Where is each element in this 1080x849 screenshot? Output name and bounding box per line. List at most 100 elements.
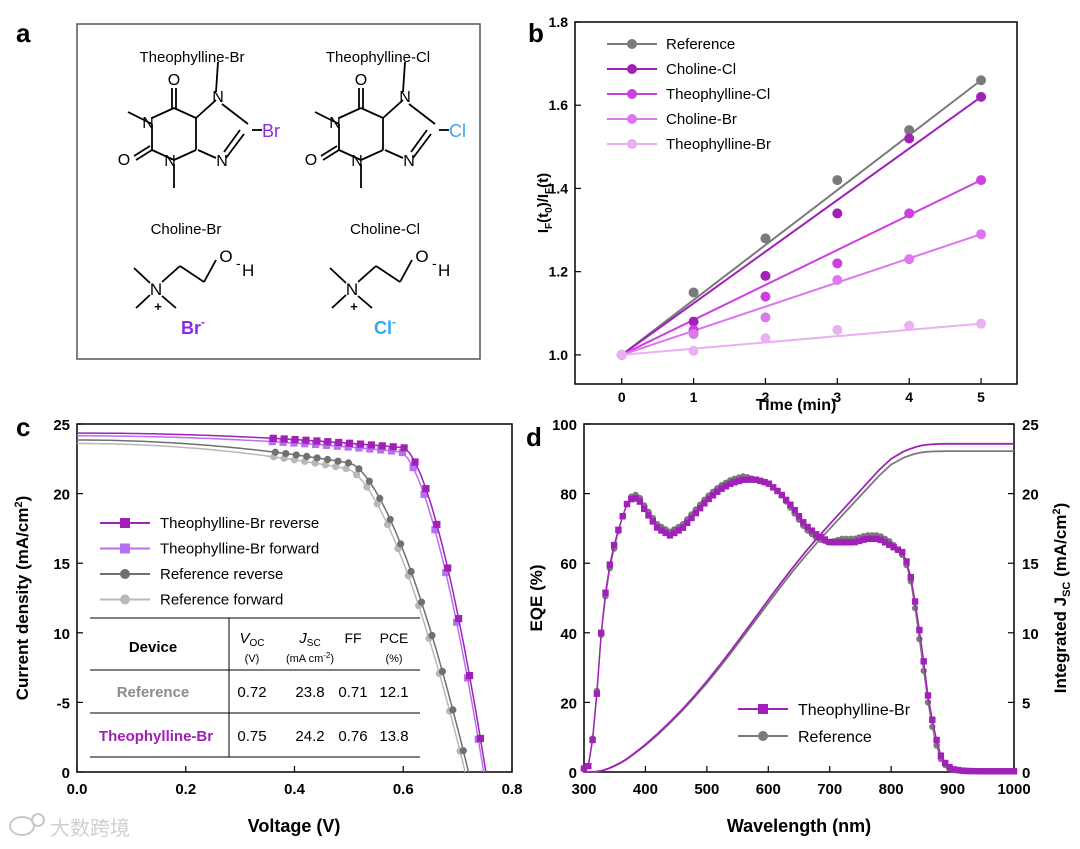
- panel-c: 0.0 0.2 0.4 0.6 0.8 0 -5 10 15 20 25 Theophylline-…: [13, 417, 522, 836]
- panel-b: 0 1 2 3 4 5 1.0 1.2 1.4 1.6 1.8 Reference Choline-C…: [535, 14, 1018, 414]
- eqe-point-0: [924, 692, 932, 699]
- point-b-2: [760, 291, 771, 302]
- atom-n1-cl: N: [329, 115, 341, 132]
- point-b-4: [688, 345, 699, 356]
- legend-label-d: Reference: [798, 729, 872, 746]
- legend-marker-c: [120, 543, 130, 554]
- eqe-point-0: [757, 477, 764, 485]
- y-tick-label-b: 1.6: [549, 97, 569, 113]
- legend-marker-d: [758, 704, 768, 714]
- watermark-text: 大数跨境: [50, 817, 130, 840]
- plot-frame-c: [76, 423, 513, 773]
- jv-point-1: [420, 490, 428, 498]
- eqe-point-0: [980, 768, 988, 775]
- jv-point-0: [389, 443, 397, 451]
- eqe-point-0: [791, 506, 798, 514]
- jv-point-0: [465, 671, 474, 680]
- point-b-4: [904, 320, 915, 331]
- table-row-theophylline-ff: 0.76: [338, 728, 367, 745]
- eqe-point-0: [770, 484, 777, 491]
- eqe-point-0: [813, 531, 820, 538]
- eqe-point-0: [739, 476, 747, 484]
- y-axis-right-label-d: Integrated JSC (mA/cm2): [1051, 503, 1073, 694]
- eqe-point-0: [752, 476, 760, 483]
- table-header-voc: VOC: [239, 630, 264, 649]
- panel-a-frame: [76, 23, 481, 360]
- jv-point-0: [280, 435, 288, 443]
- eqe-point-0: [787, 501, 794, 508]
- eqe-point-0: [886, 541, 893, 548]
- point-b-3: [832, 274, 843, 285]
- legend-marker-c: [120, 569, 130, 579]
- eqe-point-0: [615, 526, 622, 533]
- jv-point-0: [324, 438, 332, 446]
- atom-n9: N: [216, 153, 228, 170]
- molecule-name-choline-br: Choline-Br: [151, 221, 222, 238]
- table-row-reference-voc: 0.72: [237, 684, 266, 701]
- eqe-point-0: [714, 488, 721, 495]
- eqe-point-0: [1002, 768, 1009, 775]
- eqe-point-0: [748, 476, 755, 483]
- axis-ticks-c: 0.0 0.2 0.4 0.6 0.8 0 -5 10 15 20 25: [53, 417, 522, 798]
- eqe-point-0: [1010, 768, 1018, 775]
- jv-point-3: [332, 463, 340, 471]
- jv-point-1: [366, 445, 374, 453]
- eqe-point-0: [907, 573, 914, 581]
- jv-point-0: [335, 438, 343, 447]
- jv-point-2: [303, 452, 311, 460]
- eqe-point-0: [585, 762, 592, 770]
- point-b-1: [688, 316, 699, 327]
- jv-point-2: [355, 465, 363, 473]
- eqe-point-0: [972, 767, 979, 775]
- eqe-point-0: [610, 541, 618, 549]
- jint-curve-0: [583, 442, 1014, 773]
- data-points-b: [616, 75, 987, 360]
- eqe-point-0: [761, 478, 768, 486]
- jv-point-2: [365, 477, 373, 485]
- jv-point-2: [344, 459, 353, 467]
- jv-point-2: [376, 494, 384, 502]
- eqe-point-0: [959, 767, 966, 774]
- x-tick-label-d: 300: [571, 781, 596, 798]
- legend-label-d: Theophylline-Br: [798, 702, 911, 719]
- legend-marker-b: [627, 114, 637, 124]
- eqe-point-0: [662, 529, 669, 537]
- eqe-point-0: [641, 505, 648, 513]
- y-tick-label-c: 15: [53, 556, 70, 573]
- jv-point-0: [291, 435, 299, 444]
- eqe-point-0: [868, 535, 876, 543]
- x-axis-label-d: Wavelength (nm): [727, 816, 871, 836]
- legend-b: Reference Choline-Cl Theophylline-Cl Cholin…: [607, 36, 771, 153]
- eqe-point-0: [967, 767, 975, 775]
- legend-marker-b: [627, 89, 637, 99]
- legend-label-b: Choline-Cl: [666, 61, 736, 78]
- y-tick-label-d: 0: [569, 765, 577, 782]
- x-tick-label-d: 700: [817, 781, 842, 798]
- jv-point-2: [271, 448, 279, 456]
- point-b-1: [976, 91, 987, 102]
- point-b-3: [976, 229, 987, 240]
- jv-point-1: [355, 444, 363, 452]
- eqe-point-0: [778, 491, 785, 499]
- table-header-ff: FF: [344, 630, 361, 646]
- legend-label-c: Theophylline-Br reverse: [160, 515, 319, 532]
- legend-marker-c: [120, 518, 130, 528]
- point-b-2: [832, 258, 843, 269]
- dash-oh-br: -: [236, 255, 241, 271]
- axis-ticks-d: 300 400 500 600 700 800 900 1000020406080100051…: [552, 417, 1039, 798]
- atom-n7-cl: N: [399, 89, 411, 106]
- eqe-point-0: [881, 539, 889, 546]
- eqe-point-0: [942, 759, 949, 767]
- eqe-point-0: [619, 513, 626, 520]
- jv-point-1: [409, 464, 417, 472]
- molecule-name-theophylline-br: Theophylline-Br: [139, 49, 244, 66]
- eqe-point-0: [671, 529, 678, 537]
- point-b-4: [616, 349, 627, 360]
- eqe-point-0: [843, 539, 850, 546]
- eqe-point-0: [937, 752, 945, 759]
- eqe-point-0: [946, 763, 953, 771]
- eqe-point-0: [911, 598, 919, 605]
- table-header-pce: PCE: [380, 630, 409, 646]
- eqe-point-0: [821, 536, 828, 543]
- legend-marker-c: [120, 594, 130, 605]
